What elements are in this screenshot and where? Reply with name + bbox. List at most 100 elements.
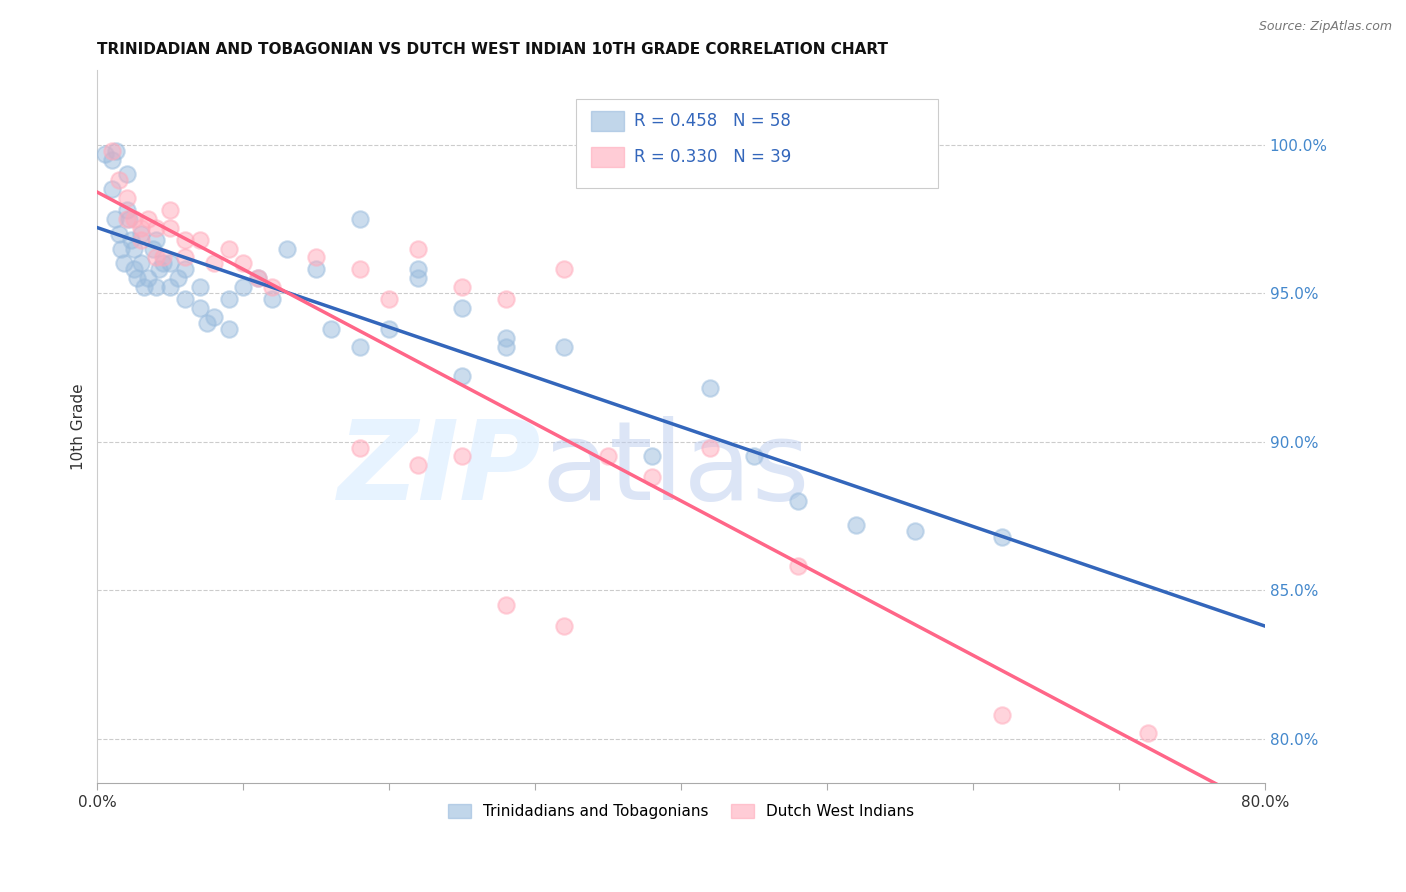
Point bbox=[742, 450, 765, 464]
Point bbox=[378, 292, 401, 306]
Point bbox=[305, 251, 328, 265]
Point bbox=[129, 256, 152, 270]
Point bbox=[188, 301, 211, 315]
Point bbox=[408, 262, 430, 277]
Point bbox=[174, 292, 197, 306]
Point bbox=[553, 618, 575, 632]
Point bbox=[451, 450, 474, 464]
Point bbox=[553, 262, 575, 277]
Point bbox=[246, 271, 269, 285]
Point bbox=[142, 242, 165, 256]
Point bbox=[451, 301, 474, 315]
Point bbox=[262, 280, 284, 294]
Point bbox=[159, 256, 181, 270]
Text: R = 0.330   N = 39: R = 0.330 N = 39 bbox=[634, 148, 792, 166]
Point bbox=[262, 292, 284, 306]
Point bbox=[218, 242, 240, 256]
Point bbox=[166, 271, 188, 285]
Point bbox=[101, 153, 124, 167]
FancyBboxPatch shape bbox=[591, 146, 624, 167]
Point bbox=[495, 598, 517, 612]
Point bbox=[129, 227, 152, 241]
Point bbox=[495, 292, 517, 306]
Point bbox=[218, 322, 240, 336]
Point bbox=[108, 227, 131, 241]
Point bbox=[991, 707, 1014, 722]
Point bbox=[120, 233, 142, 247]
Point bbox=[174, 262, 197, 277]
Point bbox=[129, 220, 152, 235]
Point bbox=[152, 251, 174, 265]
Y-axis label: 10th Grade: 10th Grade bbox=[72, 384, 86, 470]
Point bbox=[232, 280, 254, 294]
Point bbox=[305, 262, 328, 277]
Point bbox=[451, 369, 474, 384]
Point bbox=[108, 173, 131, 187]
Point bbox=[904, 524, 927, 538]
Point bbox=[145, 233, 167, 247]
Point bbox=[174, 251, 197, 265]
Point bbox=[188, 233, 211, 247]
Point bbox=[232, 256, 254, 270]
Point bbox=[138, 271, 160, 285]
Text: Source: ZipAtlas.com: Source: ZipAtlas.com bbox=[1258, 20, 1392, 33]
Point bbox=[132, 280, 155, 294]
Point bbox=[202, 310, 225, 324]
Point bbox=[152, 256, 174, 270]
Point bbox=[641, 470, 664, 484]
Point bbox=[991, 530, 1014, 544]
Point bbox=[118, 211, 141, 226]
Point bbox=[349, 262, 371, 277]
Point bbox=[122, 262, 145, 277]
Point bbox=[495, 340, 517, 354]
Point bbox=[699, 441, 721, 455]
FancyBboxPatch shape bbox=[591, 111, 624, 131]
Point bbox=[349, 211, 371, 226]
Point bbox=[786, 559, 808, 574]
Text: TRINIDADIAN AND TOBAGONIAN VS DUTCH WEST INDIAN 10TH GRADE CORRELATION CHART: TRINIDADIAN AND TOBAGONIAN VS DUTCH WEST… bbox=[97, 42, 889, 57]
Point bbox=[159, 280, 181, 294]
Point bbox=[93, 146, 115, 161]
Point bbox=[101, 182, 124, 196]
Point bbox=[408, 242, 430, 256]
Point bbox=[115, 211, 138, 226]
Text: ZIP: ZIP bbox=[337, 416, 541, 523]
Point bbox=[408, 458, 430, 473]
Point bbox=[145, 251, 167, 265]
Point bbox=[110, 242, 132, 256]
Point bbox=[101, 144, 124, 158]
Point bbox=[202, 256, 225, 270]
Point bbox=[495, 331, 517, 345]
Point bbox=[598, 450, 620, 464]
Point bbox=[195, 316, 218, 330]
Point bbox=[218, 292, 240, 306]
Point bbox=[145, 220, 167, 235]
Point bbox=[138, 211, 160, 226]
Text: R = 0.458   N = 58: R = 0.458 N = 58 bbox=[634, 112, 792, 130]
Point bbox=[115, 167, 138, 181]
Point bbox=[105, 144, 128, 158]
Point bbox=[122, 211, 145, 226]
Point bbox=[125, 271, 148, 285]
Point bbox=[148, 262, 170, 277]
Point bbox=[115, 202, 138, 217]
Point bbox=[378, 322, 401, 336]
Point bbox=[845, 517, 868, 532]
Point bbox=[349, 340, 371, 354]
Text: atlas: atlas bbox=[541, 416, 810, 523]
Point bbox=[451, 280, 474, 294]
Point bbox=[641, 450, 664, 464]
Point bbox=[188, 280, 211, 294]
Point bbox=[553, 340, 575, 354]
Point bbox=[159, 220, 181, 235]
Point bbox=[319, 322, 342, 336]
Point bbox=[104, 211, 127, 226]
Legend: Trinidadians and Tobagonians, Dutch West Indians: Trinidadians and Tobagonians, Dutch West… bbox=[441, 798, 921, 825]
Point bbox=[349, 441, 371, 455]
Point bbox=[115, 191, 138, 205]
Point bbox=[246, 271, 269, 285]
Point bbox=[1137, 725, 1160, 739]
Point bbox=[276, 242, 298, 256]
Point bbox=[408, 271, 430, 285]
Point bbox=[159, 202, 181, 217]
